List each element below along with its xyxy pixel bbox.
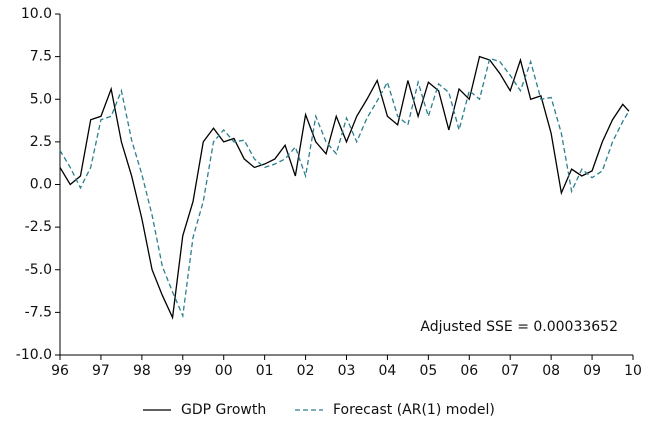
legend-label: GDP Growth (181, 402, 266, 418)
y-tick-label: 2.5 (30, 134, 52, 150)
x-tick-label: 97 (92, 363, 110, 379)
y-tick-label: -5.0 (25, 262, 52, 278)
y-tick-label: 7.5 (30, 49, 52, 65)
x-tick-label: 08 (542, 363, 560, 379)
annotation: Adjusted SSE = 0.00033652 (420, 319, 618, 335)
legend-label: Forecast (AR(1) model) (333, 402, 495, 418)
x-tick-label: 96 (51, 363, 69, 379)
x-tick-label: 98 (133, 363, 151, 379)
y-tick-label: -10.0 (16, 347, 52, 363)
x-tick-label: 02 (297, 363, 315, 379)
x-tick-label: 99 (174, 363, 192, 379)
y-tick-label: -7.5 (25, 304, 52, 320)
x-tick-label: 05 (419, 363, 437, 379)
x-tick-label: 10 (624, 363, 642, 379)
x-tick-label: 03 (338, 363, 356, 379)
series-line (59, 55, 630, 320)
x-tick-label: 00 (215, 363, 233, 379)
x-tick-label: 09 (583, 363, 601, 379)
x-tick-label: 04 (379, 363, 397, 379)
x-tick-label: 06 (460, 363, 478, 379)
series-line (59, 57, 630, 319)
y-tick-label: 10.0 (21, 6, 52, 22)
y-tick-label: -2.5 (25, 219, 52, 235)
y-tick-label: 0.0 (30, 177, 52, 193)
x-tick-label: 07 (501, 363, 519, 379)
y-tick-label: 5.0 (30, 91, 52, 107)
x-tick-label: 01 (256, 363, 274, 379)
